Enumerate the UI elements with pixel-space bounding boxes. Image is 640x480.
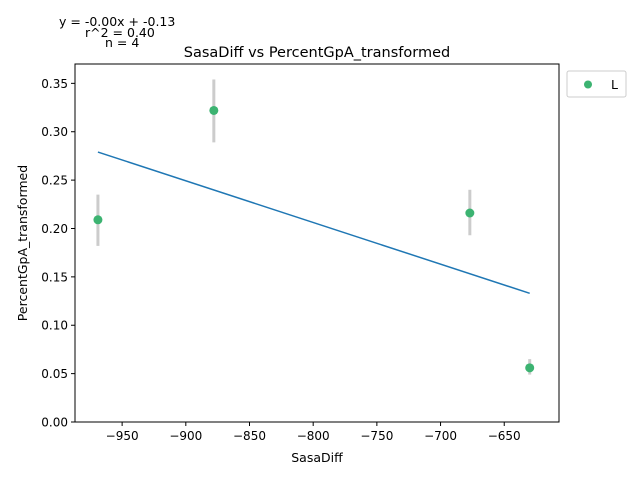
y-tick-label-5: 0.25 — [41, 174, 68, 188]
y-tick-label-1: 0.05 — [41, 367, 68, 381]
chart-title: SasaDiff vs PercentGpA_transformed — [184, 45, 450, 61]
axes-frame — [74, 63, 560, 423]
legend-marker-L — [584, 80, 592, 89]
annotation-r-squared: r^2 = 0.40 — [85, 25, 155, 40]
x-axis: −950 −900 −850 −800 −750 −700 −650 — [106, 422, 521, 443]
data-point-3 — [525, 363, 535, 373]
y-axis-label: PercentGpA_transformed — [15, 165, 30, 321]
x-tick-label-5: −700 — [424, 429, 457, 443]
x-axis-label: SasaDiff — [291, 450, 343, 465]
x-tick-label-2: −850 — [233, 429, 266, 443]
data-point-1 — [209, 105, 219, 115]
data-point-2 — [465, 208, 475, 218]
y-tick-label-7: 0.35 — [41, 77, 68, 91]
x-tick-label-4: −750 — [360, 429, 393, 443]
fit-annotations: y = -0.00x + -0.13 r^2 = 0.40 n = 4 — [59, 14, 175, 50]
y-axis: 0.00 0.05 0.10 0.15 0.20 0.25 0.30 0.35 — [41, 77, 75, 430]
y-tick-label-6: 0.30 — [41, 125, 68, 139]
plot-area — [93, 79, 535, 375]
x-tick-label-6: −650 — [488, 429, 521, 443]
annotation-n: n = 4 — [105, 35, 139, 50]
legend-frame — [566, 70, 627, 98]
x-tick-label-1: −900 — [169, 429, 202, 443]
y-tick-label-0: 0.00 — [41, 416, 68, 430]
x-tick-label-3: −800 — [297, 429, 330, 443]
data-point-0 — [93, 215, 103, 225]
y-tick-label-3: 0.15 — [41, 270, 68, 284]
y-tick-label-4: 0.20 — [41, 222, 68, 236]
regression-line — [97, 151, 530, 295]
legend: L — [566, 70, 627, 98]
x-tick-label-0: −950 — [106, 429, 139, 443]
y-tick-label-2: 0.10 — [41, 319, 68, 333]
annotation-equation: y = -0.00x + -0.13 — [59, 14, 175, 29]
legend-label-L: L — [611, 77, 618, 92]
